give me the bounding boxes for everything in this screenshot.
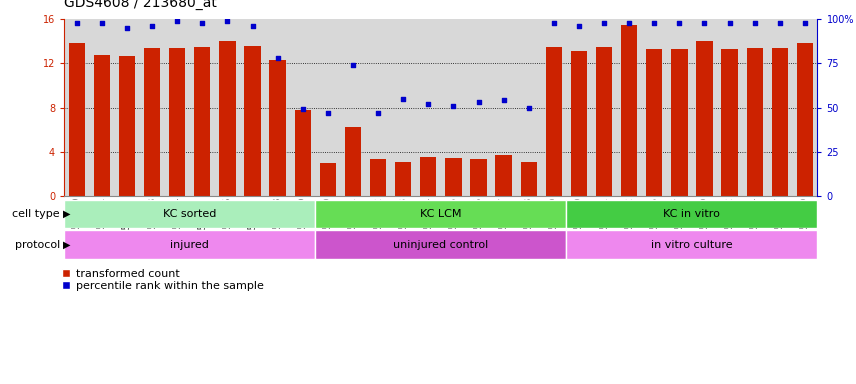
Bar [315, 200, 567, 228]
Point [798, 20, 811, 26]
Bar [596, 47, 612, 196]
Bar [144, 48, 160, 196]
Bar [93, 55, 110, 196]
Bar [119, 56, 135, 196]
Text: GDS4608 / 213680_at: GDS4608 / 213680_at [64, 0, 217, 10]
Point [722, 20, 736, 26]
Bar [567, 200, 817, 228]
Bar [797, 43, 813, 196]
Text: KC LCM: KC LCM [420, 209, 461, 219]
Point [296, 106, 310, 113]
Text: KC sorted: KC sorted [163, 209, 217, 219]
Point [572, 23, 586, 29]
Bar [671, 49, 687, 196]
Bar [319, 163, 336, 196]
Point [195, 20, 209, 26]
Point [372, 110, 385, 116]
Point [70, 20, 84, 26]
Bar [345, 127, 361, 196]
Point [748, 20, 762, 26]
Bar [746, 48, 763, 196]
Bar [571, 51, 587, 196]
Point [773, 20, 787, 26]
Bar [270, 60, 286, 196]
Point [472, 99, 485, 105]
Legend: transformed count, percentile rank within the sample: transformed count, percentile rank withi… [61, 268, 264, 291]
Point [346, 62, 360, 68]
Bar [370, 159, 386, 196]
Bar [545, 47, 562, 196]
Bar [169, 48, 186, 196]
Bar [520, 162, 537, 196]
Text: protocol: protocol [15, 240, 60, 250]
Bar [219, 41, 235, 196]
Bar [68, 43, 85, 196]
Point [95, 20, 109, 26]
Point [396, 96, 410, 102]
Point [698, 20, 711, 26]
Bar [621, 25, 638, 196]
Bar [395, 162, 412, 196]
Text: KC in vitro: KC in vitro [663, 209, 721, 219]
Bar [445, 158, 461, 196]
Text: uninjured control: uninjured control [393, 240, 489, 250]
Point [673, 20, 687, 26]
Bar [64, 200, 315, 228]
Bar [696, 41, 713, 196]
Point [246, 23, 259, 29]
Bar [244, 46, 261, 196]
Point [496, 98, 510, 104]
Text: injured: injured [170, 240, 209, 250]
Bar [420, 157, 437, 196]
Point [221, 18, 235, 24]
Point [447, 103, 461, 109]
Point [647, 20, 661, 26]
Point [421, 101, 435, 107]
Point [146, 23, 159, 29]
Bar [722, 49, 738, 196]
Text: cell type: cell type [12, 209, 60, 219]
Bar [646, 49, 663, 196]
Bar [194, 47, 211, 196]
Point [547, 20, 561, 26]
Text: in vitro culture: in vitro culture [651, 240, 733, 250]
Bar [294, 110, 311, 196]
Point [120, 25, 134, 31]
Point [270, 55, 284, 61]
Point [170, 18, 184, 24]
Bar [470, 159, 487, 196]
Bar [496, 155, 512, 196]
Point [522, 104, 536, 111]
Point [622, 20, 636, 26]
Text: ▶: ▶ [62, 240, 70, 250]
Text: ▶: ▶ [62, 209, 70, 219]
Bar [64, 230, 315, 259]
Bar [771, 48, 788, 196]
Point [597, 20, 611, 26]
Bar [315, 230, 567, 259]
Point [321, 110, 335, 116]
Bar [567, 230, 817, 259]
